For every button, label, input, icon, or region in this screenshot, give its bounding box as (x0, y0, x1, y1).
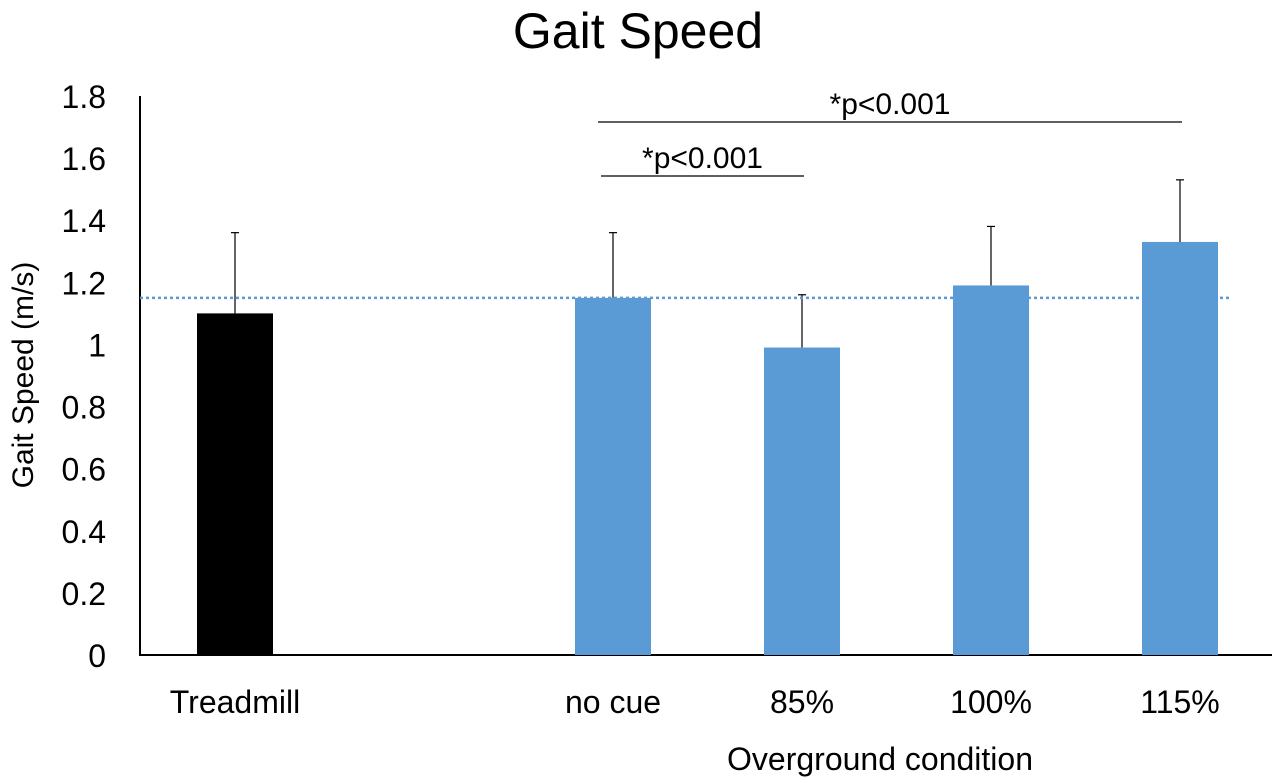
y-tick-label: 1.2 (62, 265, 106, 301)
y-tick-label: 0.8 (62, 390, 106, 426)
x-tick-label: 85% (770, 684, 834, 720)
plot-area: 0 0.2 0.4 0.6 0.8 1 1.2 1.4 1.6 1.8 Treadmill no cu… (62, 79, 1272, 720)
x-tick-label: Treadmill (170, 684, 300, 720)
x-tick-label: 100% (950, 684, 1032, 720)
significance-label: *p<0.001 (642, 142, 763, 175)
y-tick-label: 0.6 (62, 452, 106, 488)
y-tick-label: 0.4 (62, 514, 106, 550)
bar-treadmill (197, 313, 273, 655)
chart-title: Gait Speed (513, 3, 763, 59)
y-tick-label: 1.4 (62, 203, 106, 239)
y-tick-label: 0.2 (62, 576, 106, 612)
y-tick-label: 1.6 (62, 141, 106, 177)
x-tick-label: no cue (565, 684, 661, 720)
y-axis-label: Gait Speed (m/s) (7, 262, 40, 489)
bar-85 (764, 347, 840, 655)
x-tick-label: 115% (1140, 684, 1219, 720)
bar-nocue (575, 297, 651, 655)
significance-label: *p<0.001 (830, 88, 951, 121)
bar-115 (1142, 241, 1218, 655)
bar-100 (953, 285, 1029, 655)
y-tick-label: 1 (88, 327, 106, 363)
y-tick-label: 0 (88, 638, 106, 674)
x-axis-label: Overground condition (727, 741, 1033, 777)
y-tick-label: 1.8 (62, 79, 106, 115)
